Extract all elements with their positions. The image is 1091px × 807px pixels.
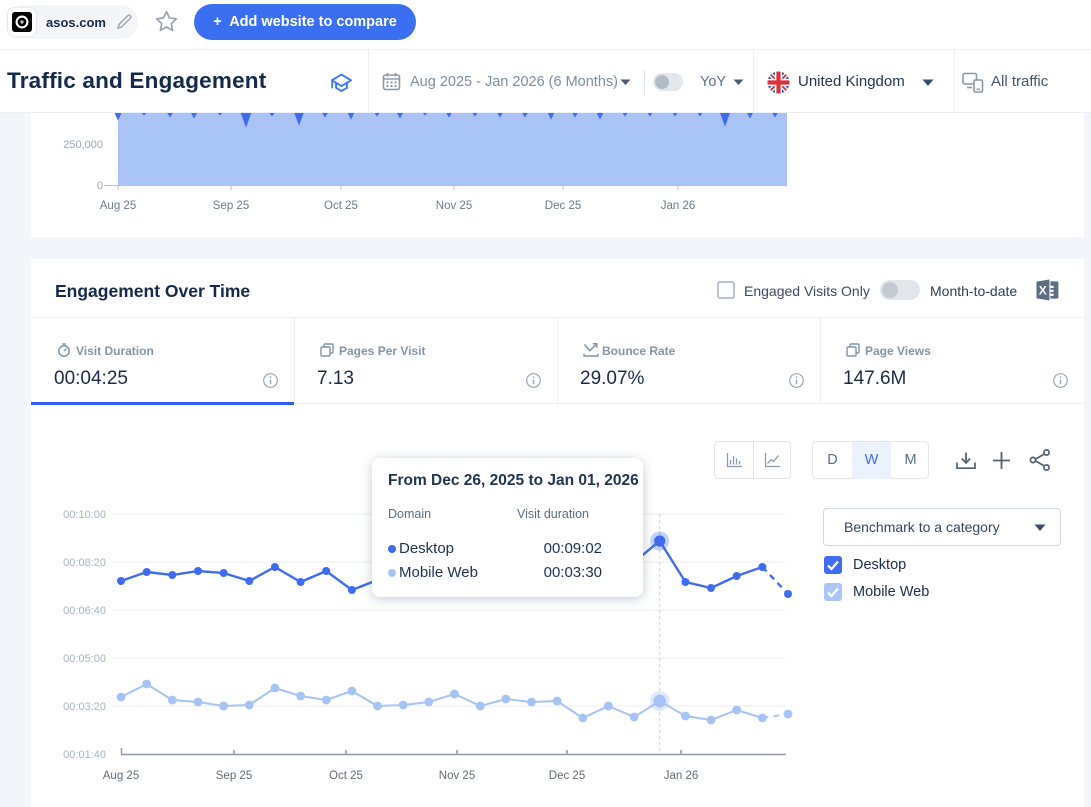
svg-text:X: X bbox=[1039, 283, 1047, 297]
svg-text:Aug 25: Aug 25 bbox=[100, 200, 136, 212]
svg-text:00:06:40: 00:06:40 bbox=[63, 605, 106, 617]
svg-text:00:03:20: 00:03:20 bbox=[63, 701, 106, 713]
svg-text:Nov 25: Nov 25 bbox=[439, 770, 475, 782]
svg-text:00:10:00: 00:10:00 bbox=[63, 509, 106, 521]
svg-text:Jan 26: Jan 26 bbox=[661, 200, 696, 212]
svg-text:00:01:40: 00:01:40 bbox=[63, 749, 106, 761]
svg-text:Nov 25: Nov 25 bbox=[436, 200, 472, 212]
svg-text:Dec 25: Dec 25 bbox=[545, 200, 581, 212]
svg-text:Sep 25: Sep 25 bbox=[216, 770, 252, 782]
svg-text:Dec 25: Dec 25 bbox=[549, 770, 585, 782]
svg-text:Oct 25: Oct 25 bbox=[324, 200, 358, 212]
svg-text:Oct 25: Oct 25 bbox=[329, 770, 363, 782]
svg-text:Aug 25: Aug 25 bbox=[103, 770, 139, 782]
svg-text:00:08:20: 00:08:20 bbox=[63, 557, 106, 569]
svg-text:0: 0 bbox=[97, 180, 103, 192]
svg-text:Sep 25: Sep 25 bbox=[213, 200, 249, 212]
svg-text:00:05:00: 00:05:00 bbox=[63, 653, 106, 665]
svg-text:Jan 26: Jan 26 bbox=[664, 770, 699, 782]
svg-text:250,000: 250,000 bbox=[63, 139, 103, 151]
